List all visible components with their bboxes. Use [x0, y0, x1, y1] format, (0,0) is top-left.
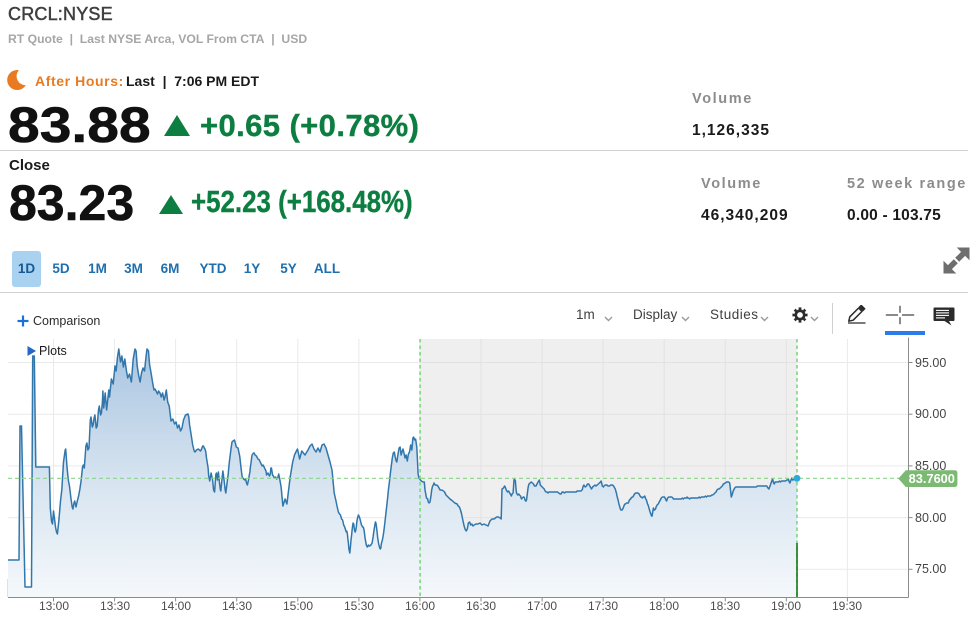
svg-text:83.7600: 83.7600 — [909, 471, 955, 486]
